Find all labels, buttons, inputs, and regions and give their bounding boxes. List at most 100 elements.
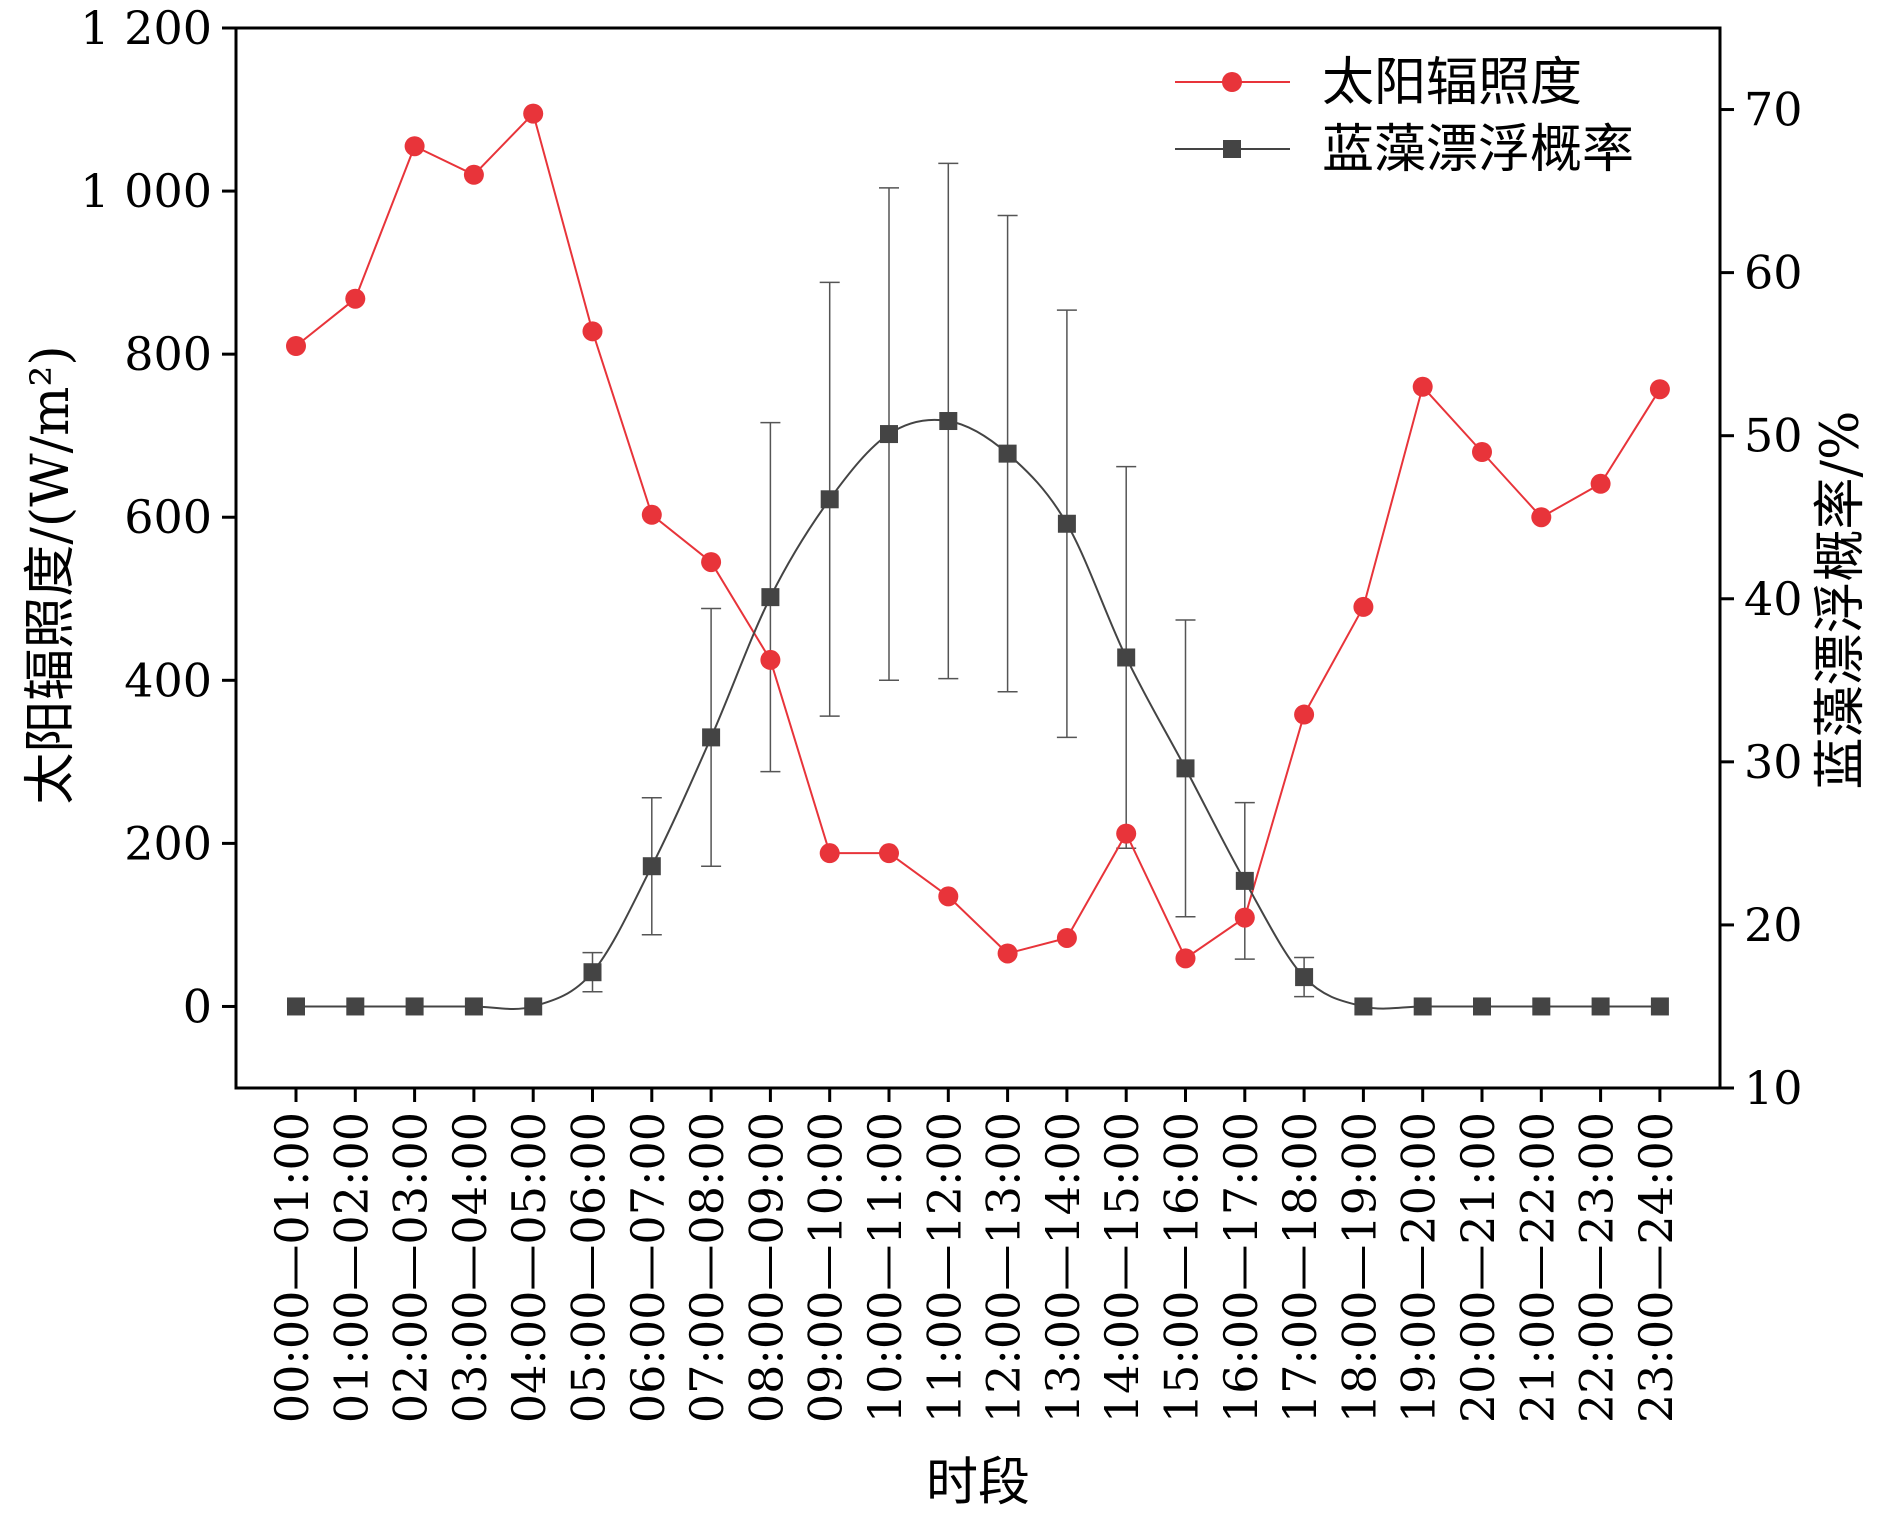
irradiance-point (938, 886, 959, 907)
right-tick-label: 20 (1744, 898, 1803, 952)
right-axis-title: 蓝藻漂浮概率/% (1811, 411, 1871, 790)
left-tick-label: 200 (124, 816, 212, 870)
left-tick-label: 400 (124, 653, 212, 707)
irradiance-point (463, 164, 484, 185)
plot-frame (234, 26, 1722, 1090)
probability-point (1295, 968, 1314, 987)
series-line-irradiance (295, 111, 1661, 960)
irradiance-point (1056, 927, 1077, 948)
x-tick-label: 13:00—14:00 (1036, 1112, 1090, 1423)
x-tick-label: 09:00—10:00 (799, 1112, 853, 1423)
irradiance-point (997, 943, 1018, 964)
irradiance-point (760, 649, 781, 670)
irradiance-point (1412, 376, 1433, 397)
probability-point (998, 444, 1017, 463)
probability-point (939, 412, 958, 431)
x-tick-label: 14:00—15:00 (1095, 1112, 1149, 1423)
irradiance-point (1472, 442, 1492, 462)
x-tick-label: 22:00—23:00 (1570, 1112, 1624, 1423)
probability-point (1057, 514, 1076, 533)
irradiance-point (1234, 907, 1255, 928)
x-tick-label: 19:00—20:00 (1392, 1112, 1446, 1423)
irradiance-point (345, 288, 366, 309)
x-tick-label: 23:00—24:00 (1629, 1112, 1683, 1423)
irradiance-point (1353, 596, 1374, 617)
legend: 太阳辐照度 蓝藻漂浮概率 (1175, 53, 1634, 180)
probability-point (346, 997, 365, 1016)
probability-point (642, 857, 661, 876)
irradiance-point (879, 843, 899, 864)
probability-point (1532, 997, 1551, 1016)
irradiance-point (701, 552, 722, 573)
x-tick-label: 08:00—09:00 (739, 1112, 793, 1423)
irradiance-point (582, 321, 603, 342)
x-tick-label: 11:00—12:00 (917, 1112, 971, 1423)
right-tick-label: 10 (1744, 1061, 1803, 1115)
x-tick-label: 12:00—13:00 (977, 1112, 1031, 1423)
probability-point (1235, 871, 1254, 890)
probability-point (405, 997, 424, 1016)
irradiance-point (1175, 948, 1196, 969)
irradiance-point (523, 103, 544, 124)
irradiance-point (1531, 507, 1552, 528)
series-markers (286, 103, 1670, 1016)
probability-point (1650, 997, 1669, 1016)
series-lines (295, 111, 1661, 1010)
x-tick-label: 03:00—04:00 (443, 1112, 497, 1423)
probability-point (1413, 997, 1432, 1016)
legend-marker-probability (1223, 140, 1241, 158)
x-tick-label: 15:00—16:00 (1155, 1112, 1209, 1423)
right-tick-label: 40 (1744, 572, 1803, 626)
series-line-probability (296, 418, 1660, 1010)
probability-point (1176, 759, 1195, 778)
irradiance-point (1649, 379, 1670, 400)
irradiance-point (1590, 473, 1611, 494)
left-tick-label: 800 (124, 327, 212, 381)
probability-point (583, 963, 602, 982)
x-tick-label: 02:00—03:00 (384, 1112, 438, 1423)
probability-point (1473, 997, 1491, 1016)
x-tick-label: 20:00—21:00 (1451, 1112, 1505, 1423)
legend-label-probability: 蓝藻漂浮概率 (1322, 120, 1634, 180)
left-axis: 0 200 400 600 800 1 000 1 200 (80, 1, 236, 1033)
x-tick-label: 01:00—02:00 (324, 1112, 378, 1423)
left-tick-label: 0 (183, 979, 212, 1033)
irradiance-point (404, 136, 425, 157)
probability-point (464, 997, 483, 1016)
probability-point (880, 425, 898, 444)
right-tick-label: 60 (1744, 246, 1803, 300)
probability-point (287, 997, 305, 1016)
probability-point (702, 728, 721, 747)
left-tick-label: 1 200 (80, 1, 212, 55)
left-tick-label: 600 (124, 490, 212, 544)
error-bars (582, 162, 1315, 998)
right-tick-label: 50 (1744, 409, 1803, 463)
probability-point (1591, 997, 1610, 1016)
right-tick-label: 30 (1744, 735, 1803, 789)
x-tick-label: 05:00—06:00 (562, 1112, 616, 1423)
irradiance-point (1294, 704, 1315, 725)
x-tick-label: 06:00—07:00 (621, 1112, 675, 1423)
left-axis-title: 太阳辐照度/(W/m²) (21, 345, 81, 804)
irradiance-point (819, 843, 840, 864)
legend-marker-irradiance (1222, 72, 1242, 92)
x-tick-label: 21:00—22:00 (1510, 1112, 1564, 1423)
x-tick-label: 04:00—05:00 (502, 1112, 556, 1423)
probability-point (761, 588, 780, 607)
right-axis: 10 20 30 40 50 60 70 (1720, 83, 1803, 1115)
legend-label-irradiance: 太阳辐照度 (1322, 53, 1582, 113)
left-tick-label: 1 000 (80, 164, 212, 218)
x-tick-label: 16:00—17:00 (1214, 1112, 1268, 1423)
probability-point (1354, 997, 1373, 1016)
irradiance-point (1116, 823, 1137, 844)
x-tick-label: 00:00—01:00 (265, 1112, 319, 1423)
irradiance-point (286, 336, 306, 356)
probability-point (524, 997, 543, 1016)
x-tick-label: 17:00—18:00 (1273, 1112, 1327, 1423)
x-axis-title: 时段 (926, 1453, 1030, 1513)
right-tick-label: 70 (1744, 83, 1803, 137)
x-axis: 00:00—01:00 01:00—02:00 02:00—03:00 03:00—0… (265, 1088, 1683, 1423)
probability-point (1117, 648, 1136, 667)
probability-point (820, 490, 839, 509)
